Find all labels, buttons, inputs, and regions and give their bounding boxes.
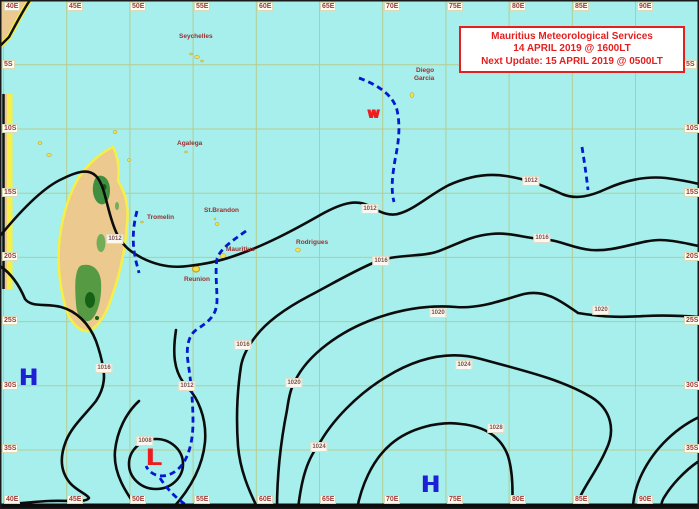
grid-label-bottom-45E: 45E: [67, 495, 84, 504]
title-line-agency: Mauritius Meteorological Services: [491, 30, 653, 42]
isobar-label-1028-14: 1028: [487, 423, 505, 433]
isobar-label-1012-0: 1012: [106, 234, 124, 244]
low-pressure-symbol: L: [147, 444, 162, 471]
grid-label-left-5S: 5S: [2, 60, 15, 69]
grid-label-bottom-70E: 70E: [384, 495, 401, 504]
grid-label-top-85E: 85E: [573, 2, 590, 11]
place-label-mauritius: Mauritius: [226, 246, 255, 253]
isobar-label-1016-8: 1016: [533, 233, 551, 243]
grid-label-top-55E: 55E: [194, 2, 211, 11]
isobar-label-1024-13: 1024: [455, 360, 473, 370]
grid-label-bottom-65E: 65E: [320, 495, 337, 504]
place-label-diego-garcia-line2: Garcia: [414, 75, 435, 82]
grid-label-bottom-85E: 85E: [573, 495, 590, 504]
place-label-diego-garcia-line1: Diego: [416, 67, 435, 74]
isobar-label-1012-2: 1012: [522, 176, 540, 186]
grid-label-left-10S: 10S: [2, 124, 19, 133]
grid-label-top-80E: 80E: [510, 2, 527, 11]
grid-label-top-75E: 75E: [447, 2, 464, 11]
grid-label-top-45E: 45E: [67, 2, 84, 11]
bottom-map-edge-bar: [0, 503, 699, 509]
grid-label-bottom-80E: 80E: [510, 495, 527, 504]
small-islands: [37, 52, 415, 273]
isobar-label-1012-1: 1012: [361, 204, 379, 214]
isobar-label-1016-6: 1016: [234, 340, 252, 350]
grid-label-right-35S: 35S: [684, 444, 699, 453]
grid-label-top-60E: 60E: [257, 2, 274, 11]
grid-label-left-35S: 35S: [2, 444, 19, 453]
grid-label-bottom-60E: 60E: [257, 495, 274, 504]
place-label-seychelles: Seychelles: [179, 33, 213, 40]
high-pressure-symbol-west: H: [20, 364, 38, 391]
grid-label-right-10S: 10S: [684, 124, 699, 133]
isobar-label-1020-10: 1020: [429, 308, 447, 318]
place-label-st-brandon: St.Brandon: [204, 207, 240, 214]
isobar-label-1008-4: 1008: [136, 436, 154, 446]
grid-label-left-30S: 30S: [2, 381, 19, 390]
isobar-label-1016-5: 1016: [95, 363, 113, 373]
grid-label-top-40E: 40E: [4, 2, 21, 11]
grid-label-right-5S: 5S: [684, 60, 697, 69]
grid-label-bottom-40E: 40E: [4, 495, 21, 504]
title-line-datetime: 14 APRIL 2019 @ 1600LT: [513, 43, 631, 55]
isobar-label-1024-12: 1024: [310, 442, 328, 452]
grid-label-bottom-75E: 75E: [447, 495, 464, 504]
isobar-label-1020-11: 1020: [592, 305, 610, 315]
grid-label-left-15S: 15S: [2, 188, 19, 197]
grid-label-left-20S: 20S: [2, 252, 19, 261]
grid-label-bottom-50E: 50E: [130, 495, 147, 504]
grid-label-bottom-90E: 90E: [637, 495, 654, 504]
grid-label-bottom-55E: 55E: [194, 495, 211, 504]
isobar-label-1012-3: 1012: [178, 381, 196, 391]
isobar-label-1016-7: 1016: [372, 256, 390, 266]
high-pressure-symbol-southeast: H: [422, 471, 440, 498]
madagascar-island: [57, 145, 129, 333]
grid-label-top-50E: 50E: [130, 2, 147, 11]
place-label-tromelin: Tromelin: [147, 214, 175, 221]
tropical-wave-symbol: W: [368, 107, 380, 121]
grid-label-top-70E: 70E: [384, 2, 401, 11]
place-label-rodrigues: Rodrigues: [296, 239, 329, 246]
grid-label-right-15S: 15S: [684, 188, 699, 197]
grid-label-top-90E: 90E: [637, 2, 654, 11]
grid-label-top-65E: 65E: [320, 2, 337, 11]
grid-label-right-20S: 20S: [684, 252, 699, 261]
place-label-reunion: Reunion: [184, 276, 210, 283]
title-line-next-update: Next Update: 15 APRIL 2019 @ 0500LT: [481, 55, 663, 67]
trough-lines: [131, 76, 590, 509]
grid-label-left-25S: 25S: [2, 316, 19, 325]
grid-label-right-30S: 30S: [684, 381, 699, 390]
title-box: Mauritius Meteorological Services 14 APR…: [459, 26, 685, 73]
place-label-agalega: Agalega: [177, 140, 203, 147]
isobar-label-1020-9: 1020: [285, 378, 303, 388]
grid-label-right-25S: 25S: [684, 316, 699, 325]
